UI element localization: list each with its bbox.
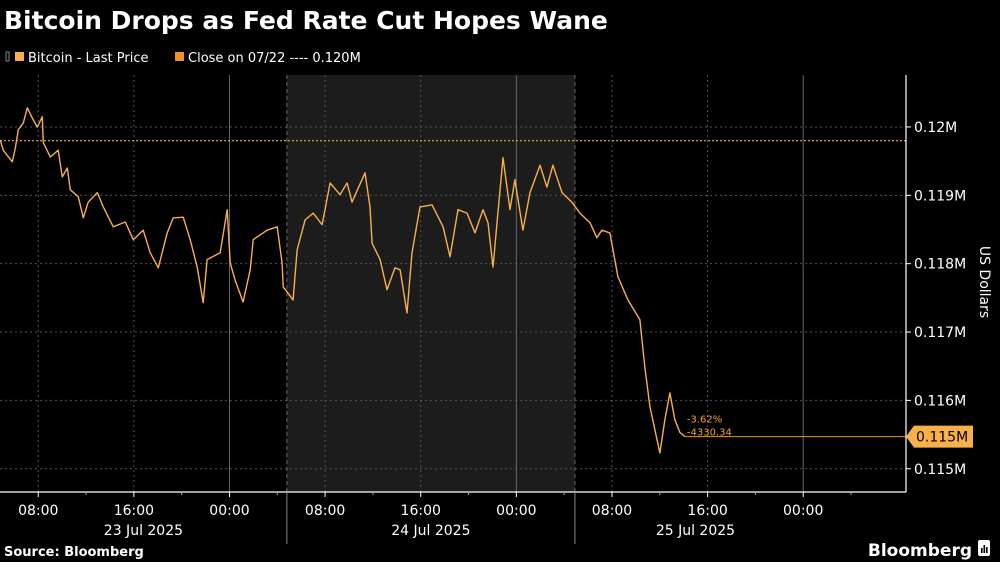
x-tick-label: 00:00 <box>783 503 823 519</box>
legend-item-close[interactable]: Close on 07/22 ---- 0.120M <box>175 51 361 66</box>
x-tick-label: 16:00 <box>687 503 727 519</box>
legend-label-last-price: Bitcoin - Last Price <box>28 51 148 66</box>
x-tick-label: 08:00 <box>18 503 58 519</box>
legend-swatch-close <box>175 52 184 61</box>
series-line-last-price <box>0 107 686 454</box>
x-tick-label: 08:00 <box>305 503 345 519</box>
x-tick-label: 00:00 <box>496 503 536 519</box>
legend-item-last-price[interactable]: Bitcoin - Last Price <box>5 51 148 66</box>
last-price-tag: 0.115M <box>906 425 973 448</box>
legend-swatch-last-price <box>15 52 24 61</box>
last-price-label: 0.115M <box>916 430 968 446</box>
y-tick-label: 0.12M <box>914 120 957 136</box>
chart-title: Bitcoin Drops as Fed Rate Cut Hopes Wane <box>4 6 608 35</box>
legend-pin-icon <box>5 51 10 62</box>
y-tick-label: 0.118M <box>914 257 966 273</box>
date-label: 24 Jul 2025 <box>391 523 470 539</box>
gridlines <box>0 75 906 492</box>
y-axis-title: US Dollars <box>976 246 992 318</box>
x-axis-ticks: 08:00 16:00 00:00 08:00 16:00 00:00 08:00 16:00… <box>18 492 852 544</box>
change-absolute-annotation: -4330.34 <box>687 428 732 439</box>
date-label: 25 Jul 2025 <box>656 523 735 539</box>
date-label: 23 Jul 2025 <box>104 523 183 539</box>
x-tick-label: 00:00 <box>209 503 249 519</box>
x-tick-label: 08:00 <box>592 503 632 519</box>
y-tick-label: 0.115M <box>914 462 966 478</box>
change-percent-annotation: -3.62% <box>687 415 722 426</box>
shaded-day-region <box>286 75 575 492</box>
y-tick-label: 0.117M <box>914 325 966 341</box>
bloomberg-terminal-icon <box>978 540 990 556</box>
legend-label-close: Close on 07/22 ---- 0.120M <box>188 51 361 66</box>
x-tick-label: 16:00 <box>401 503 441 519</box>
y-axis-ticks: 0.12M 0.119M 0.118M 0.117M 0.116M 0.115M <box>906 120 966 478</box>
y-tick-label: 0.116M <box>914 393 966 409</box>
x-tick-label: 16:00 <box>114 503 154 519</box>
legend: Bitcoin - Last Price Close on 07/22 ----… <box>5 51 361 66</box>
source-note: Source: Bloomberg <box>4 545 144 560</box>
bloomberg-logo: Bloomberg <box>868 541 972 561</box>
y-tick-label: 0.119M <box>914 188 966 204</box>
